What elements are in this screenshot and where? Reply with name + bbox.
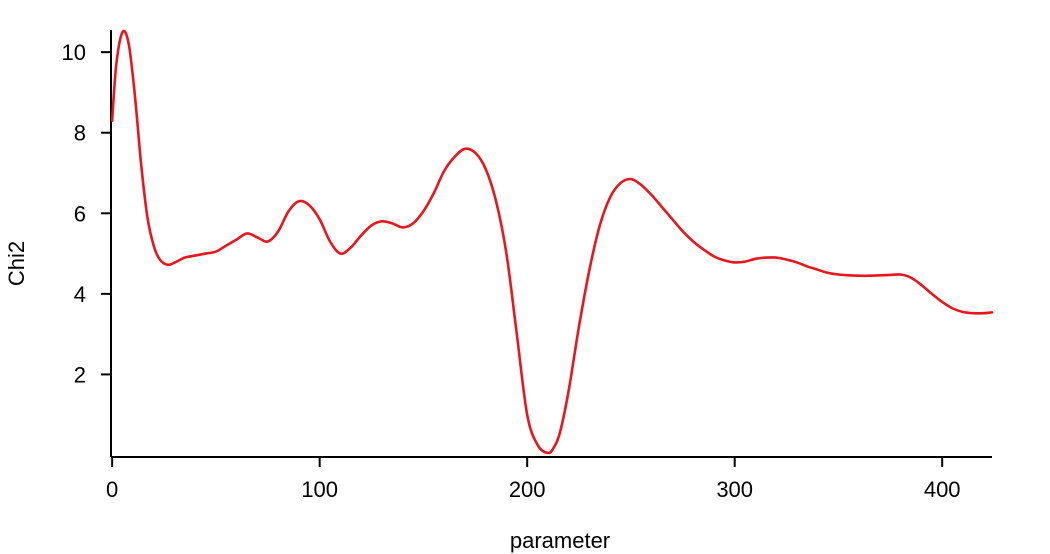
chi2-series-line (110, 29, 994, 455)
axes (110, 30, 992, 458)
series-layer (110, 29, 994, 455)
x-tick-label: 0 (106, 477, 118, 502)
x-tick-label: 400 (924, 477, 961, 502)
y-axis-ticks: 2 4 6 8 10 (62, 40, 111, 387)
x-axis-ticks: 0 100 200 300 400 (106, 457, 961, 502)
x-tick-label: 300 (716, 477, 753, 502)
y-axis-title: Chi2 (4, 241, 29, 286)
x-axis-title: parameter (510, 528, 610, 553)
y-tick-label: 8 (74, 121, 86, 146)
y-tick-label: 4 (74, 282, 86, 307)
y-tick-label: 2 (74, 362, 86, 387)
x-tick-label: 100 (301, 477, 338, 502)
y-tick-label: 10 (62, 40, 86, 65)
y-tick-label: 6 (74, 201, 86, 226)
x-tick-label: 200 (509, 477, 546, 502)
